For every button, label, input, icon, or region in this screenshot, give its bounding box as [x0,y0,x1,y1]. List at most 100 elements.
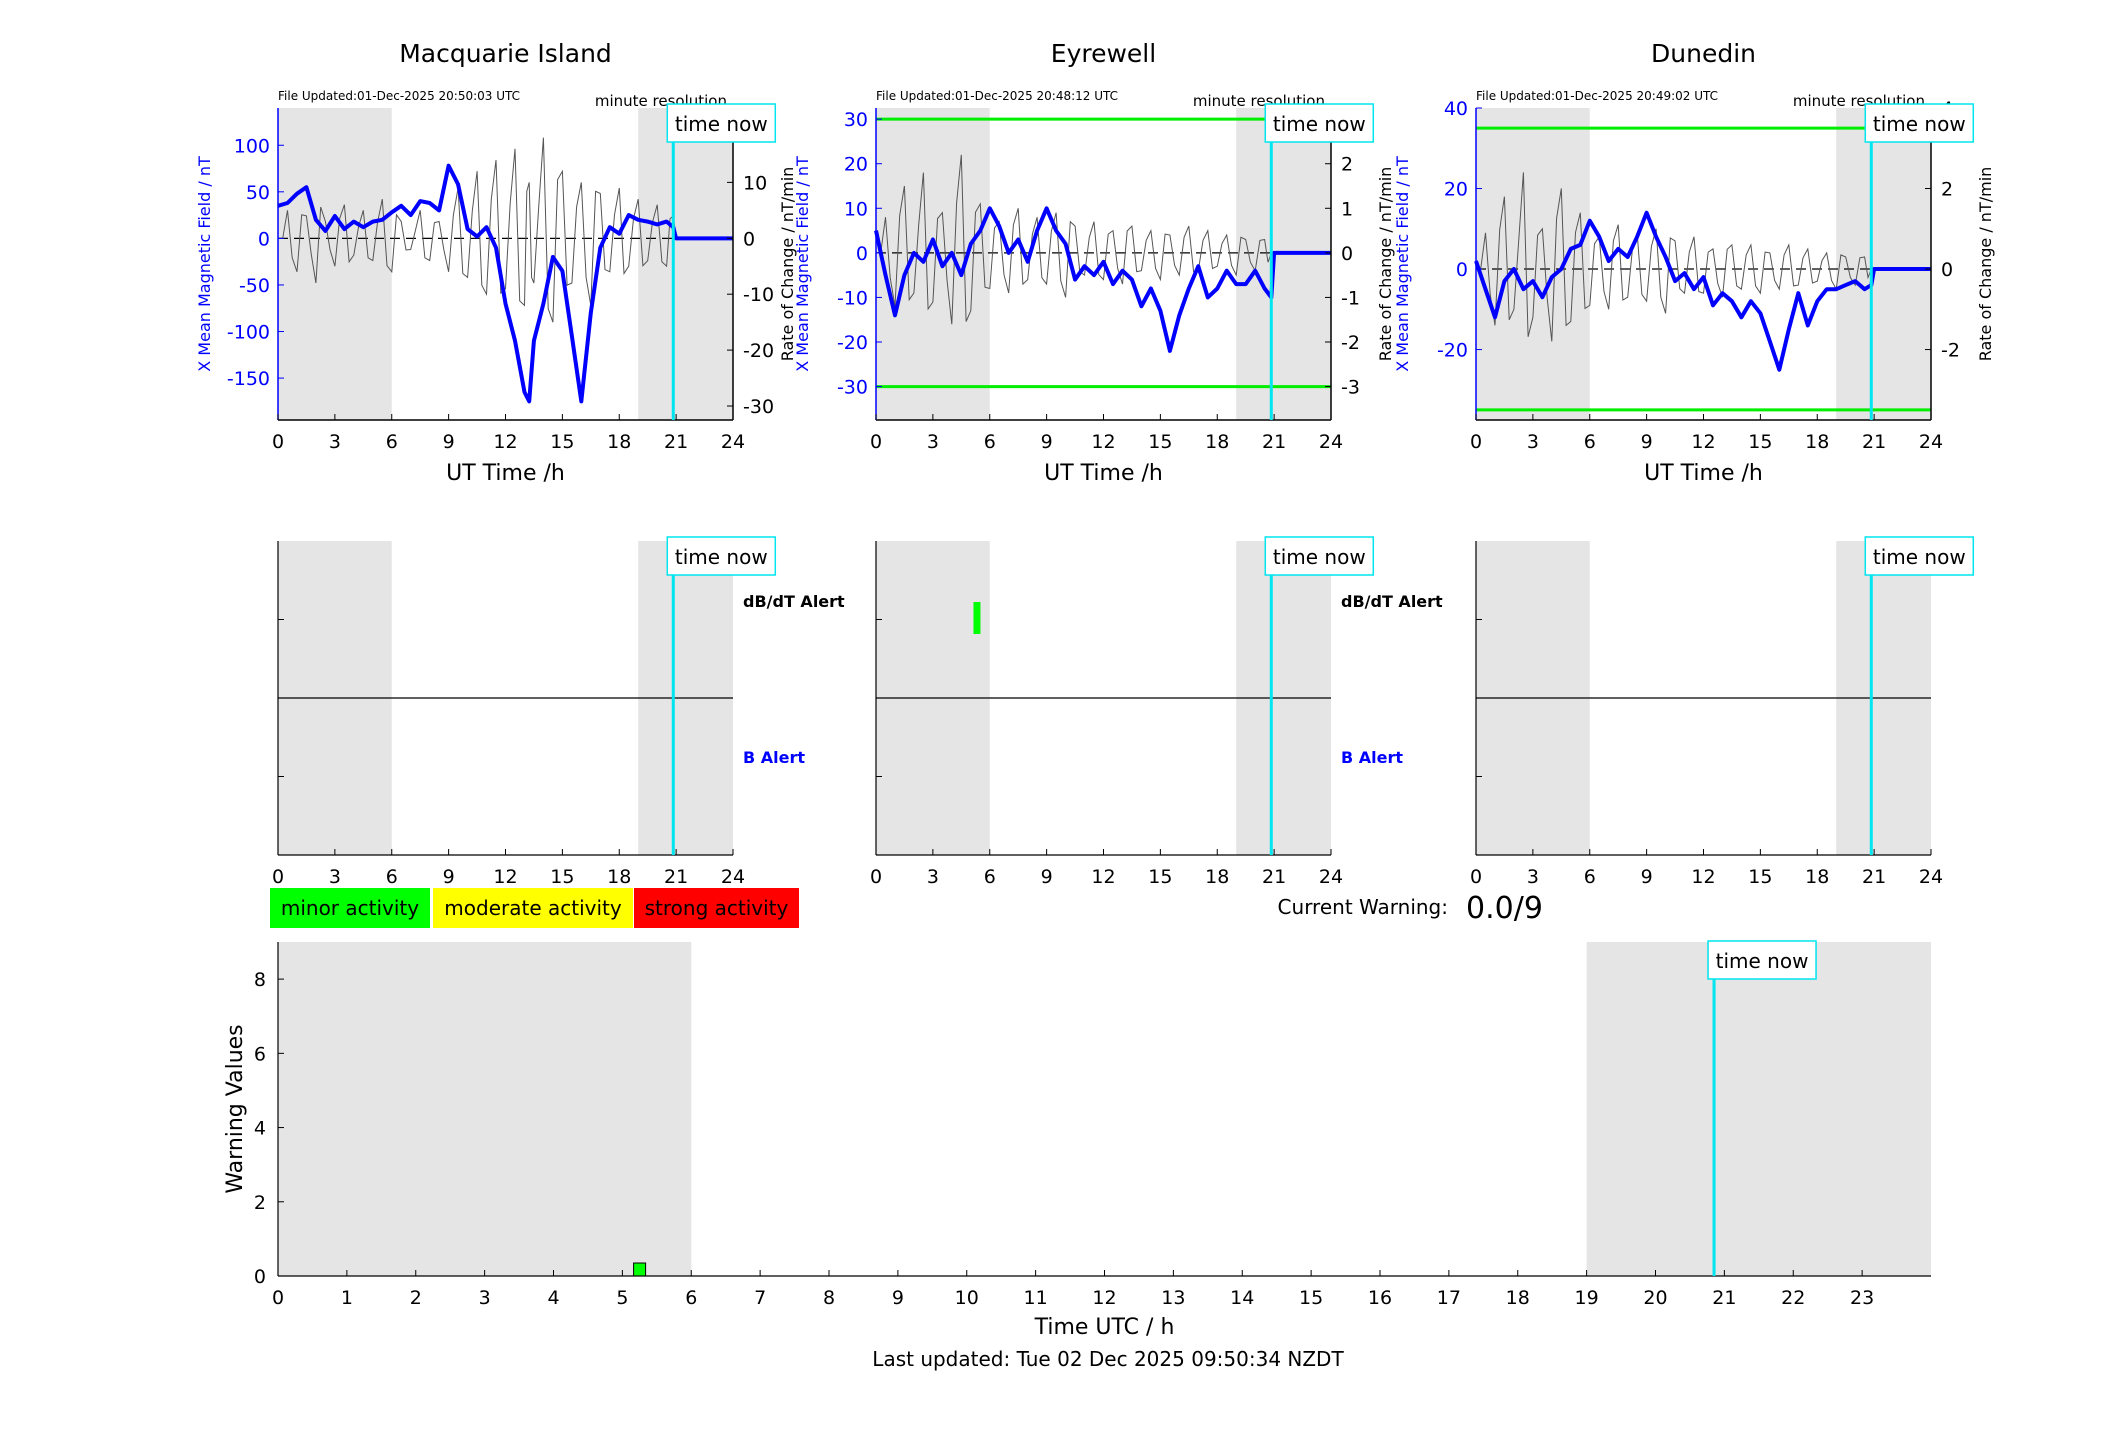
x-tick-label: 0 [870,866,882,888]
now-label: time now [1716,949,1809,973]
x-tick-label: 0 [272,431,284,453]
x-tick-label: 6 [984,431,996,453]
x-tick-label: 21 [1262,866,1286,888]
warning-x-tick-label: 17 [1437,1287,1461,1309]
warning-x-tick-label: 2 [410,1287,422,1309]
station-panel-1: Eyrewell File Updated:01-Dec-2025 20:48:1… [793,39,1395,486]
db-alert-mark [973,602,981,634]
night-band [278,942,692,1276]
warning-x-tick-label: 1 [341,1287,353,1309]
warning-x-tick-label: 14 [1230,1287,1254,1309]
warning-bar [633,1262,647,1277]
file-updated-label: File Updated:01-Dec-2025 20:49:02 UTC [1476,89,1718,103]
y2-tick-label: -30 [743,396,774,418]
x-tick-label: 21 [664,431,688,453]
legend-label-moderate: moderate activity [444,896,622,920]
night-band [1236,108,1331,420]
warning-x-tick-label: 22 [1781,1287,1805,1309]
legend-label-strong: strong activity [645,896,789,920]
y2-tick-label: 0 [1941,259,1953,281]
warning-x-tick-label: 9 [892,1287,904,1309]
night-band [638,108,733,420]
alert-panel-0: time now dB/dT Alert B Alert 0 3 6 9 12 15 18 21 24 [272,536,845,888]
warning-x-tick-label: 19 [1575,1287,1599,1309]
y2-tick-label: -10 [743,284,774,306]
station-title: Dunedin [1651,39,1756,68]
night-band [1476,108,1590,420]
now-label-box [1864,103,1975,143]
x-tick-label: 21 [664,866,688,888]
station-panel-2: Dunedin File Updated:01-Dec-2025 20:49:02… [1393,39,1995,486]
y-axis-label: X Mean Magnetic Field / nT [793,156,812,372]
rate-of-change-series [278,137,733,323]
warning-x-tick-label: 11 [1024,1287,1048,1309]
warning-x-tick-label: 10 [955,1287,979,1309]
x-tick-label: 24 [1919,431,1943,453]
y-tick-label: 40 [1444,98,1468,120]
y-tick-label: -20 [837,332,868,354]
y2-tick-label: -2 [1941,340,1960,362]
now-label-box [666,536,777,576]
y-tick-label: -20 [1437,340,1468,362]
y-axis-label: X Mean Magnetic Field / nT [195,156,214,372]
night-band [876,108,990,420]
x-tick-label: 18 [1205,431,1229,453]
x-tick-label: 18 [607,866,631,888]
now-label-box [1707,940,1817,980]
warning-y-tick-label: 4 [254,1118,266,1140]
night-band [1586,942,1931,1276]
now-label: time now [1873,112,1966,136]
file-updated-label: File Updated:01-Dec-2025 20:50:03 UTC [278,89,520,103]
rate-of-change-series [1476,172,1931,342]
y2-tick-label: 1 [1341,198,1353,220]
y2-tick-label: 2 [1341,154,1353,176]
y-tick-label: 0 [1456,259,1468,281]
y-tick-label: 20 [844,154,868,176]
x-axis-label: UT Time /h [1044,461,1163,486]
x-tick-label: 3 [1527,431,1539,453]
x-tick-label: 24 [1319,431,1343,453]
now-label: time now [675,545,768,569]
now-label: time now [1273,545,1366,569]
x-tick-label: 15 [1748,866,1772,888]
warning-x-tick-label: 20 [1643,1287,1667,1309]
y2-tick-label: -2 [1341,332,1360,354]
y2-axis-label: Rate of Change / nT/min [1376,167,1395,362]
y-tick-label: 0 [856,243,868,265]
x-tick-label: 24 [1319,866,1343,888]
now-label-box [1264,103,1375,143]
now-label-box [1264,536,1375,576]
warning-x-tick-label: 12 [1092,1287,1116,1309]
rate-of-change-series [876,154,1331,325]
x-tick-label: 6 [984,866,996,888]
x-tick-label: 0 [1470,431,1482,453]
station-title: Eyrewell [1051,39,1156,68]
x-tick-label: 12 [1691,431,1715,453]
warning-x-tick-label: 23 [1850,1287,1874,1309]
x-tick-label: 15 [1748,431,1772,453]
warning-y-tick-label: 2 [254,1192,266,1214]
x-tick-label: 0 [870,431,882,453]
x-tick-label: 21 [1262,431,1286,453]
x-tick-label: 6 [386,866,398,888]
db-alert-label: dB/dT Alert [1341,592,1443,611]
x-tick-label: 18 [1205,866,1229,888]
x-tick-label: 9 [1041,431,1053,453]
y-tick-label: -100 [227,322,270,344]
now-label: time now [1273,112,1366,136]
now-label: time now [1873,545,1966,569]
station-panel-0: Macquarie Island File Updated:01-Dec-2025… [195,39,797,486]
warning-x-tick-label: 13 [1161,1287,1185,1309]
alert-panel-1: time now dB/dT Alert B Alert 0 3 6 9 12 15 18 21 24 [870,536,1443,888]
y-tick-label: -50 [239,275,270,297]
warning-x-tick-label: 16 [1368,1287,1392,1309]
y2-tick-label: -1 [1341,287,1360,309]
night-band [1836,108,1931,420]
y2-axis-label: Rate of Change / nT/min [778,167,797,362]
current-warning-label: Current Warning: [1278,895,1448,919]
warning-x-tick-label: 18 [1506,1287,1530,1309]
x-tick-label: 12 [493,866,517,888]
warning-x-axis-label: Time UTC / h [1034,1315,1175,1340]
